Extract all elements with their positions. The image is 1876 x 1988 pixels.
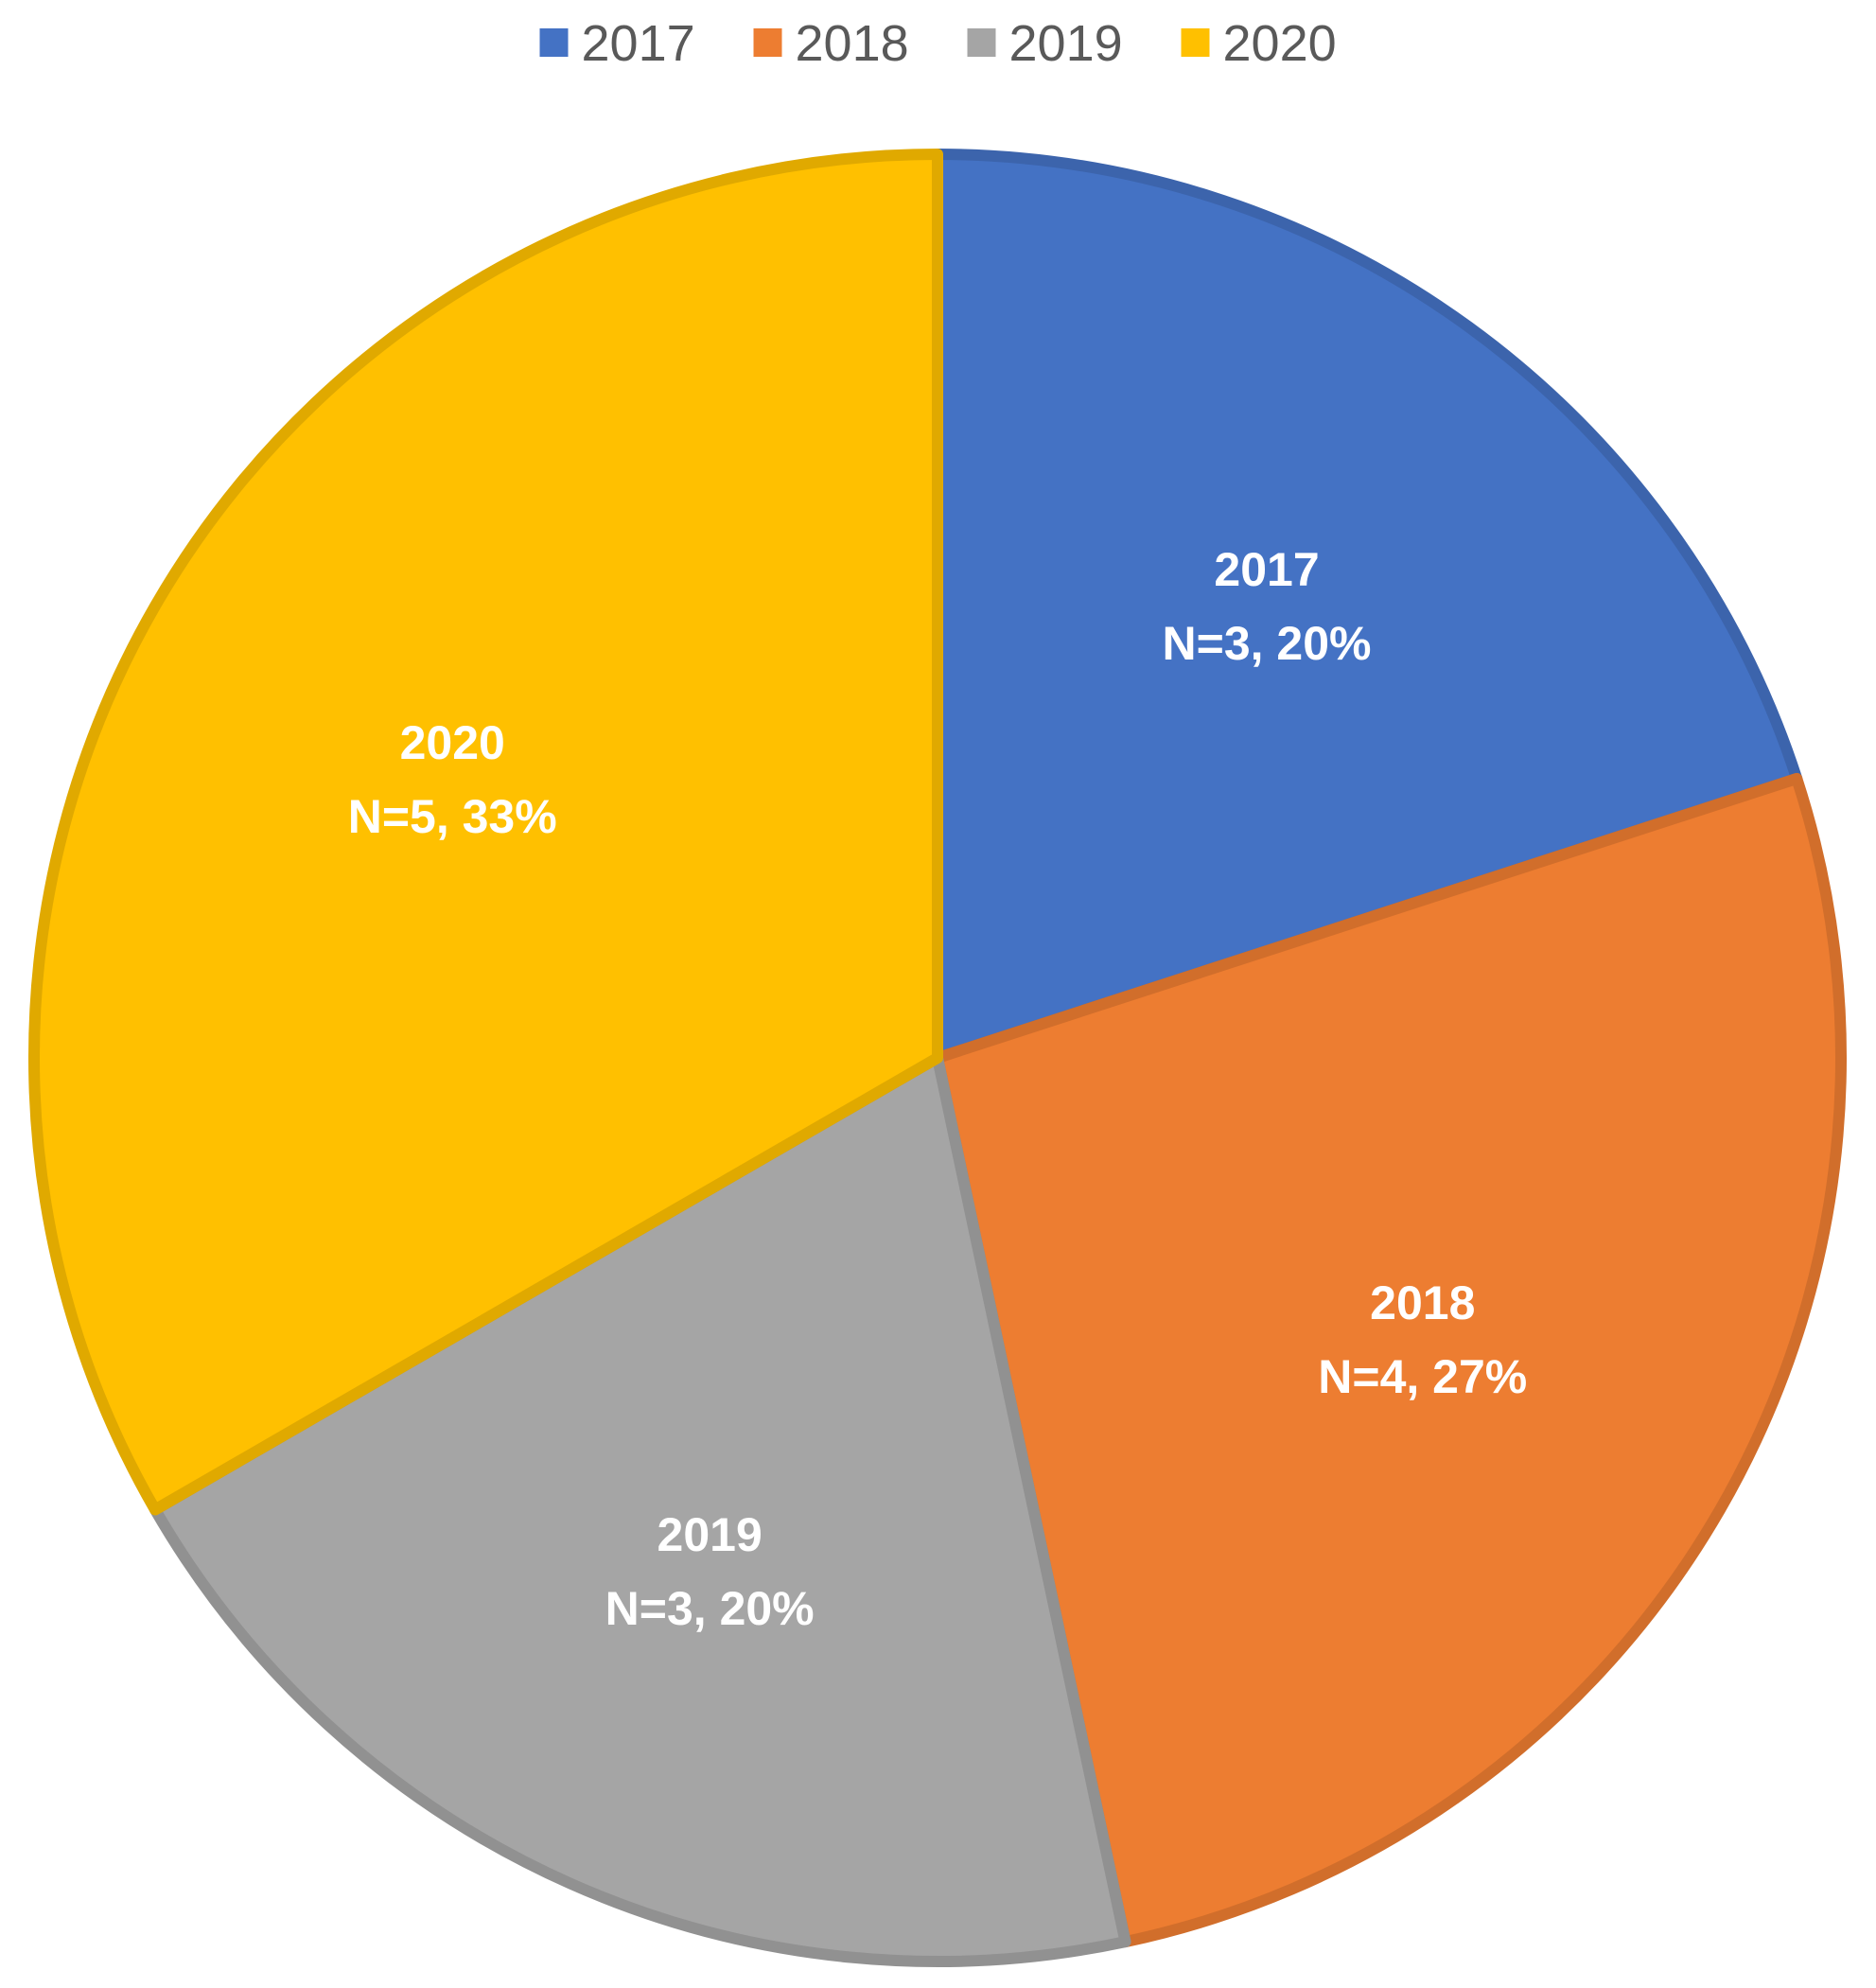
legend-label-2017: 2017 <box>582 15 695 72</box>
pie-slices <box>28 149 1847 1967</box>
slice-label-year: 2018 <box>1370 1276 1475 1329</box>
slice-label-2020: 2020 N=5, 33% <box>348 716 557 843</box>
slice-label-2018: 2018 N=4, 27% <box>1318 1276 1527 1403</box>
pie-slice-2020 <box>28 149 943 1516</box>
legend-label-2019: 2019 <box>1009 15 1123 72</box>
legend-swatch-2020 <box>1181 28 1210 57</box>
slice-label-value: N=3, 20% <box>1163 617 1372 670</box>
slice-label-2019: 2019 N=3, 20% <box>605 1508 815 1635</box>
pie-slice-2019 <box>149 1052 1131 1967</box>
slice-label-2017: 2017 N=3, 20% <box>1163 543 1372 670</box>
legend-label-2020: 2020 <box>1223 15 1337 72</box>
legend: 2017 2018 2019 2020 <box>539 15 1337 72</box>
slice-labels: 2017 N=3, 20% 2018 N=4, 27% 2019 N=3, 20% 2020… <box>348 543 1528 1635</box>
pie-slice-2018 <box>932 772 1847 1948</box>
legend-swatch-2017 <box>539 28 569 57</box>
slice-label-value: N=5, 33% <box>348 790 557 843</box>
legend-label-2018: 2018 <box>796 15 909 72</box>
slice-label-year: 2020 <box>400 716 505 769</box>
pie-slice-2017 <box>932 149 1803 1064</box>
slice-label-value: N=4, 27% <box>1318 1350 1527 1403</box>
slice-label-value: N=3, 20% <box>605 1582 815 1635</box>
slice-label-year: 2017 <box>1214 543 1319 596</box>
legend-swatch-2018 <box>753 28 782 57</box>
legend-swatch-2019 <box>967 28 996 57</box>
slice-label-year: 2019 <box>657 1508 763 1561</box>
